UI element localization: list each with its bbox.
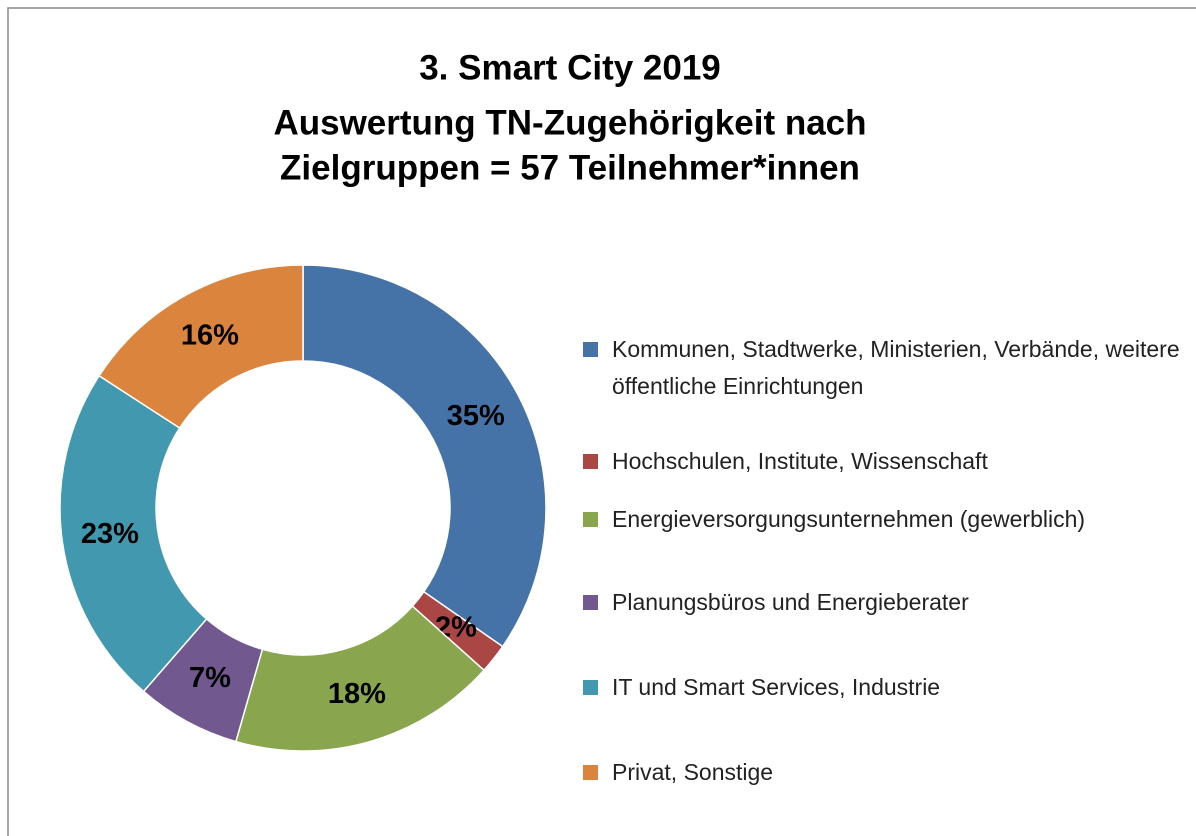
legend-label: Planungsbüros und Energieberater — [612, 589, 969, 615]
legend-item: IT und Smart Services, Industrie — [583, 669, 1188, 706]
legend-item: Hochschulen, Institute, Wissenschaft — [583, 443, 1188, 480]
legend-item: Energieversorgungsunternehmen (gewerblic… — [583, 501, 1188, 538]
donut-slice — [302, 264, 547, 648]
legend-label: Privat, Sonstige — [612, 759, 774, 785]
legend-label: Kommunen, Stadtwerke, Ministerien, Verbä… — [612, 336, 1180, 399]
legend-swatch — [583, 680, 598, 695]
data-label: 23% — [81, 518, 139, 550]
chart-title: 3. Smart City 2019 — [419, 48, 721, 87]
legend-item: Planungsbüros und Energieberater — [583, 584, 1188, 621]
chart-title: Auswertung TN-Zugehörigkeit nach — [273, 103, 866, 142]
donut-slice — [59, 374, 208, 693]
donut-slice — [98, 264, 304, 430]
legend-item: Kommunen, Stadtwerke, Ministerien, Verbä… — [583, 331, 1188, 405]
legend-swatch — [583, 342, 598, 357]
legend-label: IT und Smart Services, Industrie — [612, 674, 941, 700]
data-label: 7% — [189, 662, 231, 694]
legend-item: Privat, Sonstige — [583, 754, 1188, 791]
data-label: 35% — [447, 400, 505, 432]
legend-swatch — [583, 512, 598, 527]
data-label: 16% — [181, 319, 239, 351]
data-label: 18% — [328, 678, 386, 710]
legend-swatch — [583, 765, 598, 780]
legend-label: Hochschulen, Institute, Wissenschaft — [612, 448, 988, 474]
legend-swatch — [583, 595, 598, 610]
frame — [7, 7, 1196, 836]
legend-swatch — [583, 454, 598, 469]
chart-title: Zielgruppen = 57 Teilnehmer*innen — [280, 148, 860, 187]
legend-label: Energieversorgungsunternehmen (gewerblic… — [612, 506, 1086, 532]
